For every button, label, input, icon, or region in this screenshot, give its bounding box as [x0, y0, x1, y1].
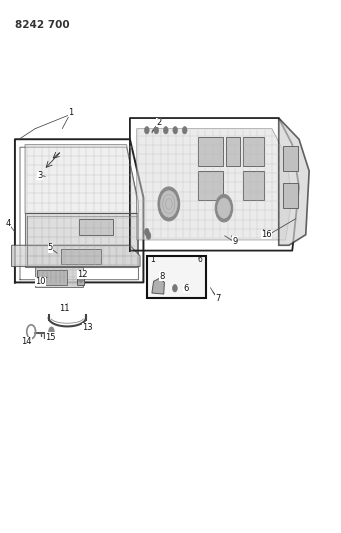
Bar — [197, 171, 223, 200]
Bar — [243, 136, 264, 166]
Text: 1: 1 — [68, 108, 73, 117]
Bar — [61, 249, 101, 264]
Polygon shape — [12, 245, 140, 266]
Text: 7: 7 — [215, 294, 221, 303]
Bar — [79, 219, 113, 235]
Text: 15: 15 — [45, 333, 56, 342]
Text: 9: 9 — [232, 237, 237, 246]
Text: 11: 11 — [59, 304, 69, 313]
Text: 8242 700: 8242 700 — [15, 20, 70, 30]
Polygon shape — [25, 214, 137, 266]
Circle shape — [215, 195, 233, 222]
Circle shape — [173, 285, 177, 292]
Circle shape — [218, 198, 231, 218]
Circle shape — [163, 126, 168, 134]
Text: 12: 12 — [77, 270, 88, 279]
Text: 14: 14 — [21, 337, 32, 346]
Circle shape — [146, 232, 151, 239]
Text: 2: 2 — [156, 118, 161, 127]
Text: 13: 13 — [82, 323, 93, 332]
Text: 5: 5 — [48, 244, 53, 253]
Polygon shape — [279, 118, 309, 245]
Circle shape — [182, 126, 187, 134]
Circle shape — [49, 327, 54, 335]
Bar — [243, 171, 264, 200]
Bar — [37, 270, 67, 285]
Circle shape — [145, 228, 149, 236]
Circle shape — [154, 126, 159, 134]
Circle shape — [145, 126, 149, 134]
Text: 1: 1 — [150, 255, 155, 264]
Text: 4: 4 — [5, 219, 11, 228]
Bar — [226, 136, 240, 166]
Polygon shape — [152, 278, 164, 294]
Polygon shape — [35, 266, 83, 287]
Bar — [283, 146, 298, 171]
Bar — [77, 271, 84, 285]
Text: 6: 6 — [183, 284, 189, 293]
Text: 6: 6 — [197, 255, 203, 264]
Circle shape — [173, 126, 178, 134]
Text: 8: 8 — [159, 271, 165, 280]
Bar — [147, 256, 206, 298]
Polygon shape — [25, 144, 137, 214]
Text: 16: 16 — [262, 230, 272, 239]
Text: 10: 10 — [35, 277, 46, 286]
Bar — [283, 183, 298, 208]
Circle shape — [160, 191, 177, 217]
Circle shape — [158, 187, 180, 221]
Circle shape — [78, 273, 84, 282]
Bar — [197, 136, 223, 166]
Text: 3: 3 — [38, 171, 43, 180]
Polygon shape — [137, 128, 292, 240]
